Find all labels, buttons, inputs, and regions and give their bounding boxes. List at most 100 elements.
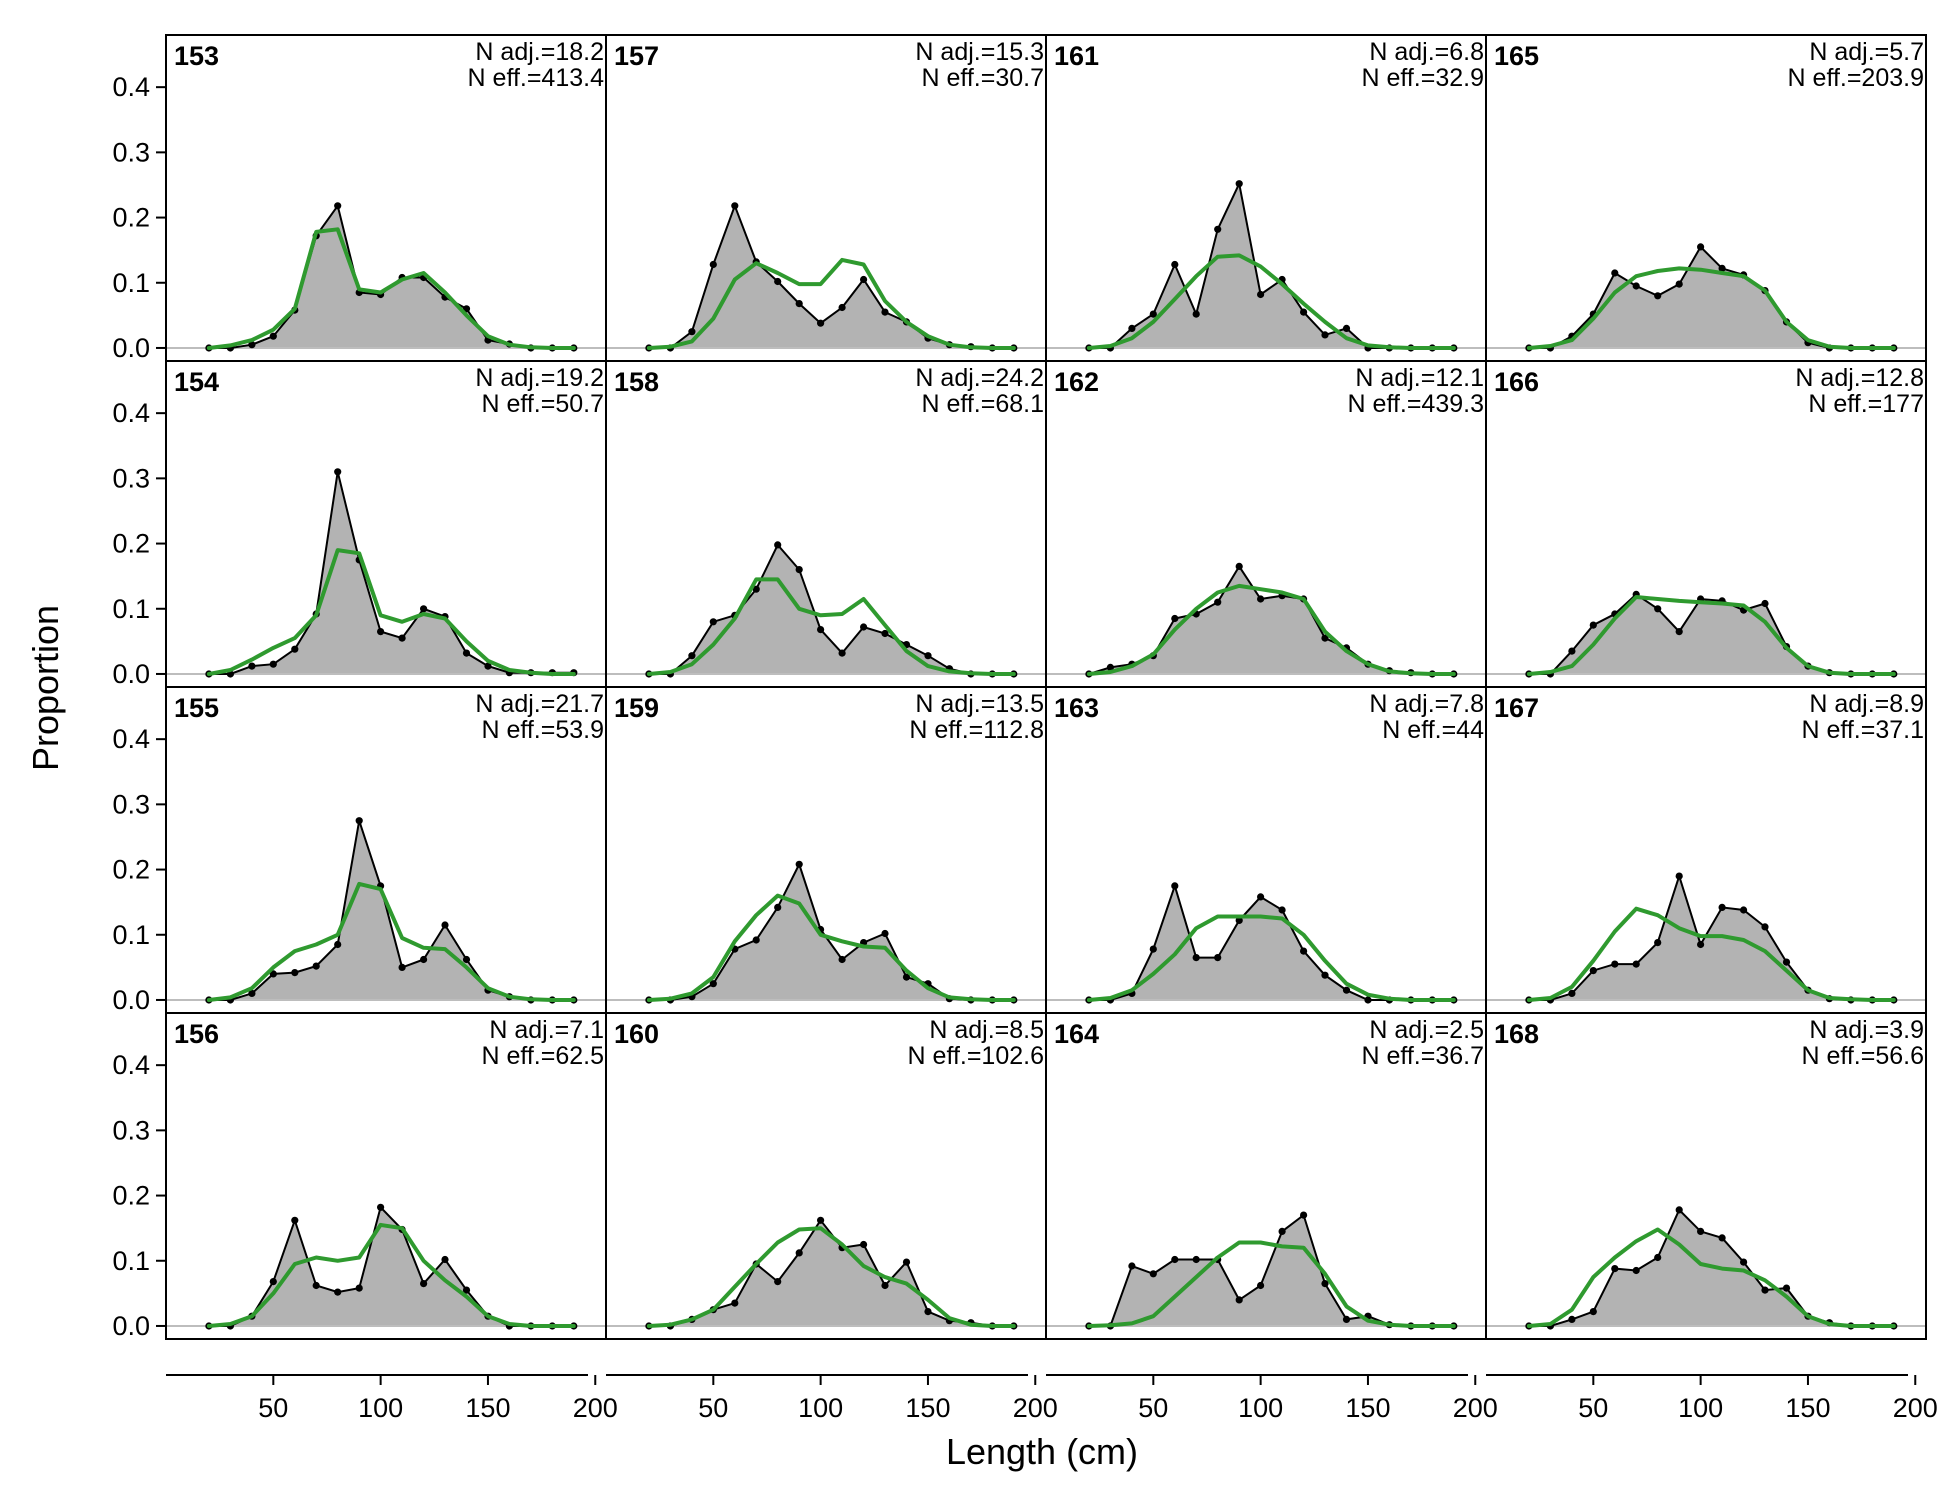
n-adj-label: N adj.=18.2: [475, 38, 604, 66]
observed-point: [731, 1299, 739, 1307]
observed-point: [1128, 1262, 1136, 1270]
n-adj-label: N adj.=15.3: [915, 38, 1044, 66]
n-adj-label: N adj.=19.2: [475, 364, 604, 392]
expected-line: [646, 893, 1016, 1002]
x-tick-label: 50: [698, 1393, 728, 1423]
y-axis-row-2: 0.0 0.1 0.2 0.3 0.4: [112, 398, 167, 689]
x-tick-label: 150: [1785, 1393, 1830, 1423]
observed-point: [860, 275, 868, 284]
expected-line: [1526, 906, 1896, 1002]
panel-id-label: 162: [1054, 367, 1099, 397]
observed-point: [860, 1240, 868, 1249]
x-tick-label: 150: [465, 1393, 510, 1423]
observed-point: [795, 1249, 803, 1257]
panel-159: 159 N adj.=13.5N eff.=112.8: [605, 686, 1047, 1014]
observed-point: [420, 955, 428, 964]
observed-area: [648, 864, 1014, 1000]
n-eff-label: N eff.=44: [1382, 716, 1484, 744]
x-axis-col-3: 50 100 150 200: [1046, 1374, 1498, 1423]
panel-id-label: 154: [174, 367, 219, 397]
n-adj-label: N adj.=8.9: [1809, 690, 1924, 718]
expected-line: [646, 577, 1016, 676]
observed-point: [1300, 1211, 1308, 1219]
observed-point: [462, 955, 471, 964]
observed-point: [1568, 989, 1576, 998]
y-tick-label: 0.4: [112, 1050, 150, 1080]
n-eff-label: N eff.=32.9: [1361, 64, 1484, 92]
panel-167: 167 N adj.=8.9N eff.=37.1: [1485, 686, 1927, 1014]
n-adj-label: N adj.=24.2: [915, 364, 1044, 392]
observed-point: [1611, 1265, 1619, 1273]
n-adj-label: N adj.=12.1: [1355, 364, 1484, 392]
observed-point: [817, 626, 825, 634]
y-axis-row-3: 0.0 0.1 0.2 0.3 0.4: [112, 724, 167, 1015]
observed-point: [1342, 986, 1351, 994]
expected-line: [1526, 595, 1896, 676]
y-tick-label: 0.4: [112, 72, 150, 102]
n-eff-label: N eff.=102.6: [908, 1042, 1044, 1070]
x-tick-label: 50: [258, 1393, 288, 1423]
n-adj-label: N adj.=5.7: [1809, 38, 1924, 66]
panel-162: 162 N adj.=12.1N eff.=439.3: [1045, 360, 1487, 688]
observed-point: [774, 277, 782, 286]
x-tick-label: 200: [1893, 1393, 1938, 1423]
observed-point: [269, 1278, 277, 1286]
panel-164: 164 N adj.=2.5N eff.=36.7: [1045, 1012, 1487, 1340]
n-eff-label: N eff.=413.4: [468, 64, 605, 92]
x-axis-col-2: 50 100 150 200: [606, 1374, 1058, 1423]
observed-point: [731, 202, 739, 210]
observed-area: [1528, 594, 1894, 674]
observed-point: [1149, 1270, 1157, 1278]
expected-line: [1086, 583, 1456, 676]
observed-point: [1192, 310, 1200, 318]
observed-point: [1235, 916, 1243, 925]
observed-point: [1589, 1308, 1597, 1316]
n-eff-label: N eff.=50.7: [481, 390, 604, 418]
x-tick-label: 100: [358, 1393, 403, 1423]
observed-point: [774, 541, 782, 549]
observed-point: [860, 623, 868, 631]
observed-point: [1568, 1315, 1576, 1323]
observed-point: [1149, 945, 1157, 953]
y-tick-label: 0.2: [112, 855, 150, 885]
observed-point: [1654, 605, 1662, 613]
observed-point: [1632, 1266, 1640, 1275]
panel-id-label: 159: [614, 693, 659, 723]
observed-point: [1697, 940, 1705, 949]
y-tick-label: 0.1: [112, 268, 150, 298]
n-adj-label: N adj.=13.5: [915, 690, 1044, 718]
observed-point: [709, 980, 717, 988]
observed-point: [1235, 562, 1243, 571]
panel-153: 153 N adj.=18.2N eff.=413.4: [165, 34, 607, 362]
observed-point: [1321, 971, 1329, 979]
observed-point: [334, 940, 342, 949]
observed-point: [817, 1216, 825, 1224]
x-tick-label: 100: [798, 1393, 843, 1423]
observed-area: [1088, 183, 1454, 348]
expected-line: [206, 1222, 576, 1328]
y-tick-label: 0.3: [112, 463, 150, 493]
observed-point: [1342, 1315, 1351, 1323]
observed-point: [334, 1288, 342, 1296]
n-adj-label: N adj.=21.7: [475, 690, 604, 718]
observed-point: [1300, 947, 1308, 955]
observed-point: [1675, 280, 1683, 288]
observed-point: [1740, 906, 1748, 914]
panel-166: 166 N adj.=12.8N eff.=177: [1485, 360, 1927, 688]
observed-point: [1278, 906, 1286, 914]
x-tick-label: 200: [573, 1393, 618, 1423]
observed-point: [1171, 614, 1179, 623]
observed-point: [838, 649, 846, 657]
observed-point: [924, 1308, 932, 1316]
observed-area: [648, 205, 1014, 348]
observed-point: [1782, 958, 1791, 966]
observed-point: [1235, 1296, 1243, 1304]
expected-line: [206, 227, 576, 350]
observed-point: [1342, 324, 1351, 332]
panel-id-label: 163: [1054, 693, 1099, 723]
observed-point: [1171, 1255, 1179, 1264]
observed-point: [248, 341, 256, 349]
x-tick-label: 100: [1238, 1393, 1283, 1423]
observed-point: [1192, 954, 1200, 962]
x-tick-label: 50: [1578, 1393, 1608, 1423]
